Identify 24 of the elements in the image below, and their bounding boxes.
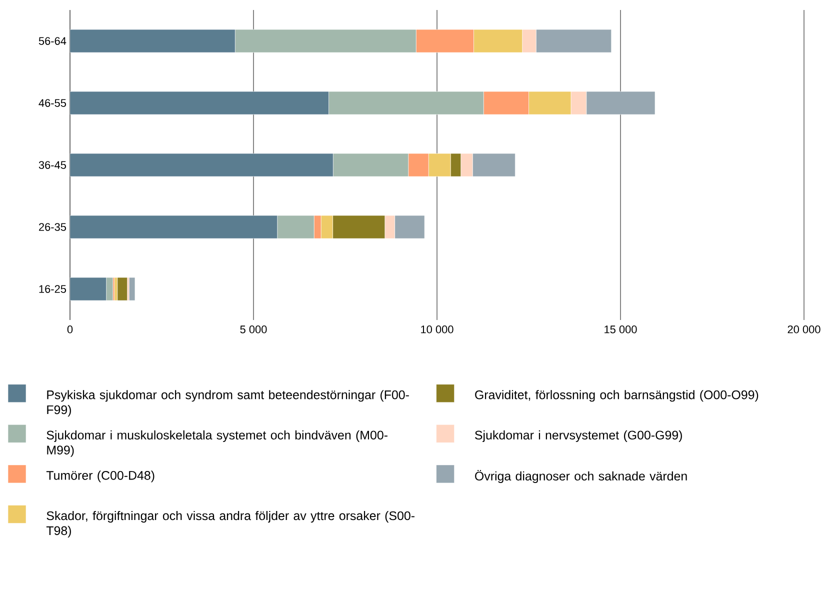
y-tick-label: 16-25	[39, 285, 66, 293]
x-tick-label: 15 000	[604, 326, 637, 334]
x-tick-label: 0	[67, 326, 73, 334]
legend-label: Skador, förgiftningar och vissa andra följder av yttre orsaker (S00-T98)	[46, 510, 414, 538]
bar	[70, 215, 278, 239]
bar	[70, 277, 106, 301]
legend-label: Sjukdomar i muskuloskeletala systemet och bindväven (M00-M99)	[46, 430, 388, 457]
legend-label: Sjukdomar i nervsystemet (G00-G99)	[475, 430, 682, 442]
y-tick-label: 26-35	[39, 223, 66, 231]
legend-label: Psykiska sjukdomar och syndrom samt beteendestörningar (F00-F99)	[47, 390, 409, 417]
y-tick-label: 46-55	[38, 99, 66, 107]
bar	[70, 153, 334, 177]
bar	[117, 277, 128, 301]
x-tick-label: 20 000	[788, 326, 820, 334]
x-tick-label: 5 000	[240, 326, 267, 334]
legend-label: Graviditet, förlossning och barnsängstid (O00-O99)	[475, 390, 758, 402]
y-tick-label: 36-45	[38, 161, 66, 169]
bar	[70, 29, 236, 53]
y-tick-label: 56-64	[38, 37, 66, 45]
legend-label: Övriga diagnoser och saknade värden	[475, 470, 687, 483]
x-tick-label: 10 000	[421, 326, 454, 334]
bar	[128, 277, 136, 301]
bar	[70, 91, 329, 115]
legend-label: Tumörer (C00-D48)	[46, 470, 154, 482]
